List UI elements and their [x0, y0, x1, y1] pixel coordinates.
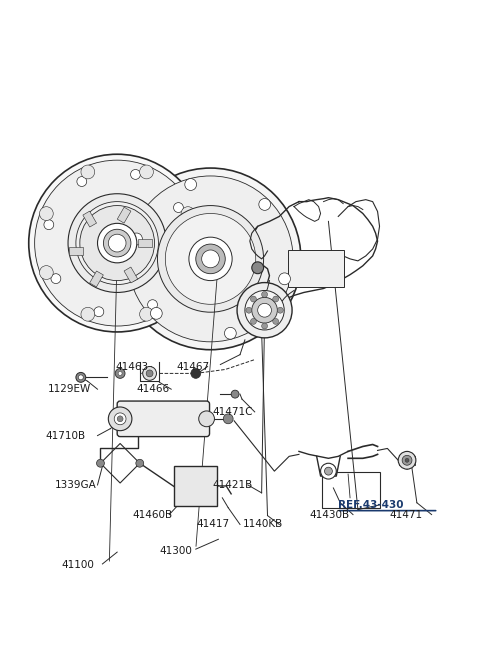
Circle shape — [246, 307, 252, 313]
Circle shape — [191, 369, 201, 379]
Bar — [83, 211, 96, 227]
Text: 41463: 41463 — [115, 362, 148, 373]
Circle shape — [279, 273, 290, 285]
Text: 41467: 41467 — [176, 362, 209, 373]
Circle shape — [174, 202, 183, 212]
Text: 1140KB: 1140KB — [243, 519, 283, 529]
Circle shape — [81, 307, 95, 321]
Circle shape — [76, 373, 86, 383]
Circle shape — [140, 307, 154, 321]
Circle shape — [146, 370, 153, 377]
Circle shape — [114, 413, 126, 424]
Circle shape — [185, 179, 197, 191]
Circle shape — [196, 244, 225, 274]
Text: 41460B: 41460B — [133, 510, 173, 519]
Circle shape — [199, 411, 215, 426]
Text: 41471: 41471 — [389, 510, 422, 519]
FancyBboxPatch shape — [288, 250, 344, 286]
Circle shape — [251, 318, 256, 324]
Circle shape — [273, 296, 278, 302]
Circle shape — [189, 237, 232, 280]
Circle shape — [44, 220, 54, 230]
Circle shape — [81, 165, 95, 179]
Text: 41430B: 41430B — [310, 510, 350, 519]
Circle shape — [76, 202, 158, 284]
Circle shape — [273, 318, 278, 324]
Circle shape — [180, 257, 191, 267]
Text: 41100: 41100 — [61, 560, 94, 570]
Circle shape — [108, 407, 132, 431]
Circle shape — [259, 198, 271, 210]
Text: 41466: 41466 — [137, 384, 170, 394]
Circle shape — [103, 229, 131, 257]
Bar — [90, 271, 103, 287]
Text: 1339GA: 1339GA — [55, 480, 97, 490]
Circle shape — [136, 459, 144, 467]
Circle shape — [39, 266, 53, 280]
Circle shape — [237, 282, 292, 338]
Circle shape — [128, 176, 293, 342]
Circle shape — [115, 369, 125, 379]
Circle shape — [68, 194, 166, 292]
Circle shape — [117, 416, 123, 422]
Text: 41421B: 41421B — [213, 480, 253, 490]
Circle shape — [321, 463, 336, 479]
Circle shape — [225, 328, 236, 339]
Circle shape — [258, 303, 272, 317]
Circle shape — [118, 371, 122, 375]
Bar — [69, 247, 83, 255]
Text: REF.43-430: REF.43-430 — [338, 500, 404, 510]
FancyBboxPatch shape — [117, 401, 210, 437]
Circle shape — [405, 458, 409, 462]
Circle shape — [252, 297, 277, 323]
Circle shape — [181, 207, 195, 221]
Circle shape — [29, 154, 205, 332]
Circle shape — [262, 291, 267, 297]
Circle shape — [77, 177, 87, 187]
Circle shape — [120, 168, 301, 350]
Circle shape — [398, 451, 416, 469]
FancyBboxPatch shape — [174, 466, 217, 506]
Circle shape — [251, 296, 256, 302]
Circle shape — [35, 160, 200, 326]
Circle shape — [96, 459, 104, 467]
Circle shape — [143, 367, 156, 381]
Circle shape — [402, 455, 412, 465]
Circle shape — [80, 206, 155, 280]
Circle shape — [150, 307, 162, 319]
Circle shape — [277, 307, 283, 313]
Circle shape — [78, 375, 83, 380]
Circle shape — [324, 467, 332, 475]
Circle shape — [202, 250, 219, 268]
Circle shape — [51, 274, 61, 284]
Text: 1129EW: 1129EW — [48, 384, 91, 394]
Circle shape — [39, 207, 53, 221]
Circle shape — [157, 206, 264, 312]
Circle shape — [148, 300, 157, 310]
Bar — [124, 267, 138, 283]
Bar — [117, 207, 131, 223]
Circle shape — [131, 233, 143, 245]
Text: 41471C: 41471C — [213, 407, 253, 417]
Bar — [138, 239, 152, 247]
Circle shape — [245, 290, 284, 330]
Circle shape — [181, 266, 195, 280]
Circle shape — [97, 223, 137, 263]
Circle shape — [140, 165, 154, 179]
Circle shape — [131, 170, 140, 179]
Circle shape — [223, 414, 233, 424]
Circle shape — [94, 307, 104, 316]
Circle shape — [262, 323, 267, 329]
Circle shape — [252, 262, 264, 274]
Circle shape — [108, 234, 126, 252]
Circle shape — [231, 390, 239, 398]
Text: 41417: 41417 — [197, 519, 230, 529]
Text: 41710B: 41710B — [46, 430, 85, 441]
Circle shape — [165, 214, 256, 305]
Text: 41300: 41300 — [159, 546, 192, 556]
